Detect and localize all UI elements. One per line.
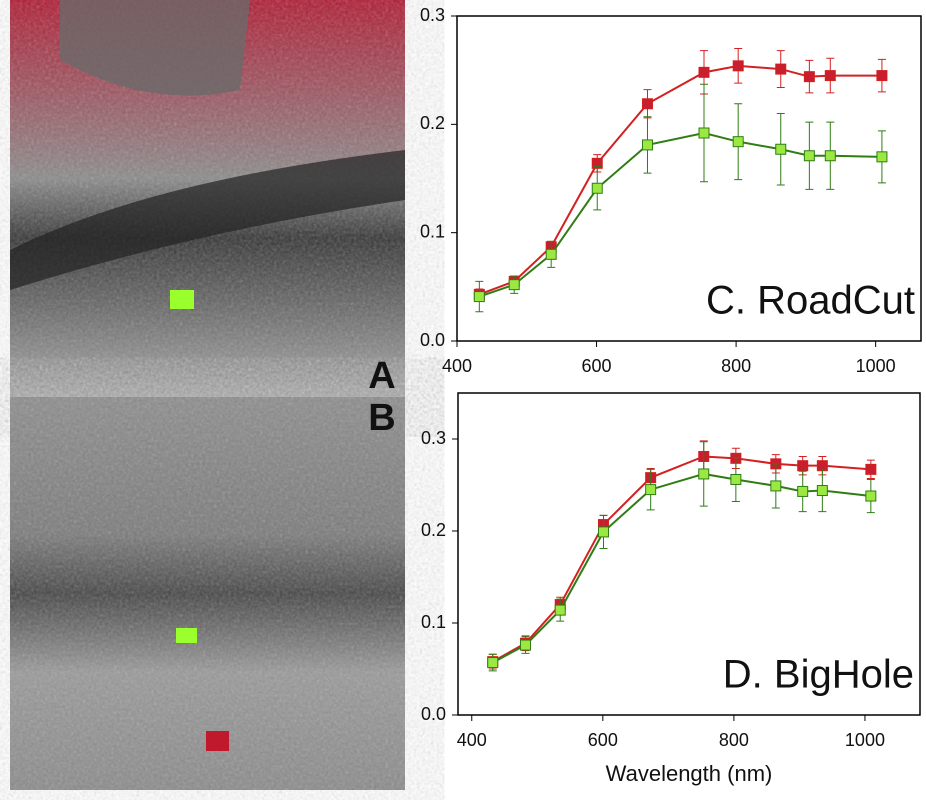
x-tick-label: 400	[457, 730, 487, 750]
marker	[877, 152, 887, 162]
y-tick-label: 0.3	[420, 5, 445, 25]
x-tick-label: 600	[588, 730, 618, 750]
panel-label: B	[368, 397, 395, 439]
marker	[642, 140, 652, 150]
marker	[776, 64, 786, 74]
marker	[699, 469, 709, 479]
marker	[804, 151, 814, 161]
marker	[825, 71, 835, 81]
x-tick-label: 1000	[856, 356, 896, 376]
marker	[804, 72, 814, 82]
panel-label: A	[368, 355, 395, 397]
marker	[555, 605, 565, 615]
marker	[798, 461, 808, 471]
y-tick-label: 0.1	[420, 221, 445, 241]
marker	[733, 61, 743, 71]
image-a	[10, 0, 405, 397]
chart-title: D. BigHole	[723, 653, 914, 697]
marker	[817, 486, 827, 496]
marker	[592, 183, 602, 193]
marker	[731, 474, 741, 484]
x-tick-label: 800	[719, 730, 749, 750]
chart-title: C. RoadCut	[706, 279, 915, 323]
y-tick-label: 0.2	[421, 520, 446, 540]
marker	[798, 486, 808, 496]
marker	[509, 280, 519, 290]
x-tick-label: 400	[442, 356, 472, 376]
y-tick-label: 0.2	[420, 113, 445, 133]
marker	[733, 137, 743, 147]
x-axis-label: Wavelength (nm)	[606, 761, 773, 786]
x-tick-label: 800	[721, 356, 751, 376]
series-line	[479, 66, 882, 295]
marker	[488, 658, 498, 668]
marker	[776, 144, 786, 154]
series-line	[493, 456, 871, 661]
y-tick-label: 0.0	[420, 330, 445, 350]
marker	[546, 249, 556, 259]
marker	[825, 151, 835, 161]
marker	[646, 485, 656, 495]
series-line	[493, 474, 871, 663]
marker	[771, 481, 781, 491]
marker	[520, 640, 530, 650]
marker	[699, 67, 709, 77]
marker	[866, 491, 876, 501]
marker	[598, 527, 608, 537]
figure: A B 0.0 0.1 0.2 0.3 400 600 800 1000 C. RoadCut 0…	[0, 0, 926, 800]
marker	[699, 128, 709, 138]
marker	[474, 292, 484, 302]
x-tick-label: 1000	[845, 730, 885, 750]
image-b	[10, 397, 405, 790]
y-tick-label: 0.0	[421, 704, 446, 724]
series-line	[479, 133, 882, 297]
y-tick-label: 0.3	[421, 428, 446, 448]
x-tick-label: 600	[582, 356, 612, 376]
y-tick-label: 0.1	[421, 612, 446, 632]
marker	[877, 71, 887, 81]
marker	[866, 464, 876, 474]
marker	[642, 99, 652, 109]
